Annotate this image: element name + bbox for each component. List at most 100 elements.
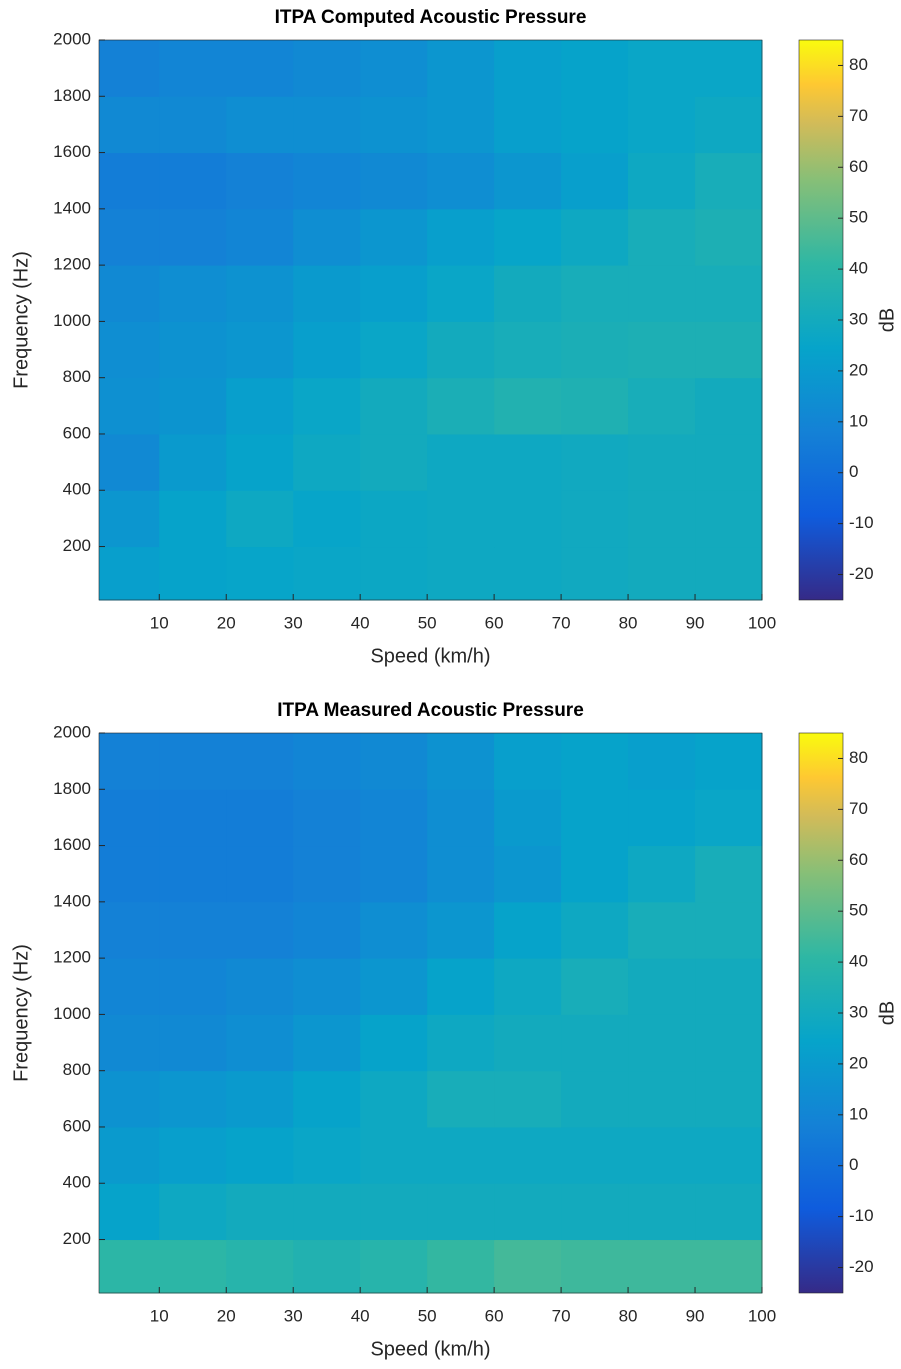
y-tick-label: 1800 bbox=[53, 779, 91, 798]
heatmap-cell bbox=[427, 546, 495, 601]
heatmap-cell bbox=[99, 40, 160, 97]
x-tick-label: 60 bbox=[485, 613, 504, 632]
y-tick-label: 1200 bbox=[53, 948, 91, 967]
heatmap-cell bbox=[159, 1126, 227, 1184]
heatmap-cell bbox=[628, 958, 696, 1015]
heatmap-cell bbox=[695, 321, 763, 379]
heatmap-cell bbox=[695, 265, 763, 322]
heatmap-cell bbox=[427, 733, 495, 790]
heatmap-cell bbox=[99, 958, 160, 1015]
x-tick-label: 100 bbox=[748, 1306, 776, 1325]
heatmap-cell bbox=[494, 321, 562, 379]
heatmap-cell bbox=[159, 152, 227, 210]
heatmap-cell bbox=[628, 1126, 696, 1184]
heatmap-cell bbox=[494, 377, 562, 435]
heatmap-cell bbox=[494, 208, 562, 266]
heatmap-cell bbox=[99, 321, 160, 379]
heatmap-cell bbox=[561, 546, 629, 601]
heatmap-cell bbox=[695, 958, 763, 1015]
chart-title: ITPA Measured Acoustic Pressure bbox=[277, 700, 584, 721]
heatmap-cell bbox=[226, 152, 294, 210]
heatmap-cell bbox=[293, 1183, 361, 1241]
colorbar-tick-label: 70 bbox=[849, 799, 868, 818]
heatmap-cell bbox=[561, 96, 629, 154]
y-tick-label: 600 bbox=[63, 423, 91, 442]
heatmap-cell bbox=[628, 1239, 696, 1294]
colorbar-tick-label: 0 bbox=[849, 1155, 858, 1174]
heatmap-cell bbox=[293, 40, 361, 97]
heatmap-cell bbox=[99, 265, 160, 322]
heatmap-cell bbox=[99, 490, 160, 548]
heatmap-cell bbox=[695, 377, 763, 435]
heatmap-cell bbox=[360, 1070, 428, 1128]
colorbar-tick-label: -20 bbox=[849, 564, 874, 583]
colorbar-tick-label: 20 bbox=[849, 1053, 868, 1072]
colorbar-tick-label: 30 bbox=[849, 309, 868, 328]
heatmap-cell bbox=[427, 377, 495, 435]
heatmap-cell bbox=[695, 433, 763, 491]
x-tick-label: 100 bbox=[748, 613, 776, 632]
heatmap-cell bbox=[494, 1070, 562, 1128]
colorbar-tick-label: -10 bbox=[849, 513, 874, 532]
heatmap-cell bbox=[360, 1014, 428, 1072]
y-tick-label: 1000 bbox=[53, 1004, 91, 1023]
x-tick-label: 90 bbox=[686, 1306, 705, 1325]
heatmap-cell bbox=[695, 733, 763, 790]
heatmap-cell bbox=[159, 1070, 227, 1128]
heatmap-cell bbox=[226, 490, 294, 548]
heatmap-cell bbox=[226, 1014, 294, 1072]
heatmap-cell bbox=[360, 265, 428, 322]
x-tick-label: 60 bbox=[485, 1306, 504, 1325]
heatmap-cell bbox=[159, 958, 227, 1015]
heatmap-cell bbox=[628, 321, 696, 379]
heatmap-cell bbox=[427, 1070, 495, 1128]
colorbar bbox=[798, 39, 844, 601]
heatmap-cell bbox=[628, 1014, 696, 1072]
heatmap-cell bbox=[360, 321, 428, 379]
x-tick-label: 90 bbox=[686, 613, 705, 632]
heatmap-cell bbox=[360, 901, 428, 959]
heatmap-cell bbox=[628, 433, 696, 491]
heatmap-cell bbox=[293, 1126, 361, 1184]
chart-title: ITPA Computed Acoustic Pressure bbox=[275, 7, 587, 28]
heatmap-cell bbox=[226, 208, 294, 266]
heatmap-cell bbox=[226, 1126, 294, 1184]
heatmap-cell bbox=[159, 433, 227, 491]
heatmap-cell bbox=[99, 733, 160, 790]
heatmap-cell bbox=[561, 1014, 629, 1072]
heatmap-cell bbox=[427, 265, 495, 322]
heatmap-cell bbox=[293, 433, 361, 491]
heatmap-cell bbox=[226, 733, 294, 790]
x-tick-label: 20 bbox=[217, 1306, 236, 1325]
heatmap-cell bbox=[628, 546, 696, 601]
heatmap-cell bbox=[695, 1070, 763, 1128]
colorbar-label: dB bbox=[876, 308, 898, 332]
colorbar-tick-label: 60 bbox=[849, 850, 868, 869]
plot-frame bbox=[98, 39, 763, 601]
y-tick-label: 1400 bbox=[53, 198, 91, 217]
heatmap-cell bbox=[293, 490, 361, 548]
x-tick-label: 40 bbox=[351, 1306, 370, 1325]
heatmap-cell bbox=[561, 1183, 629, 1241]
heatmap-cell bbox=[628, 490, 696, 548]
heatmap-cell bbox=[494, 845, 562, 903]
x-tick-label: 50 bbox=[418, 1306, 437, 1325]
heatmap-cell bbox=[561, 377, 629, 435]
heatmap-cell bbox=[99, 1239, 160, 1294]
heatmap-cell bbox=[226, 958, 294, 1015]
heatmap-cell bbox=[695, 40, 763, 97]
x-axis-label: Speed (km/h) bbox=[370, 645, 490, 667]
heatmap-cell bbox=[99, 546, 160, 601]
heatmap-cell bbox=[360, 845, 428, 903]
heatmap-cell bbox=[159, 789, 227, 847]
heatmap-cell bbox=[561, 208, 629, 266]
heatmap-cell bbox=[628, 96, 696, 154]
heatmap-cell bbox=[99, 208, 160, 266]
y-tick-label: 200 bbox=[63, 536, 91, 555]
x-tick-label: 70 bbox=[552, 1306, 571, 1325]
heatmap-cell bbox=[561, 958, 629, 1015]
heatmap-cell bbox=[695, 1183, 763, 1241]
x-axis-label: Speed (km/h) bbox=[370, 1338, 490, 1360]
y-tick-label: 2000 bbox=[53, 29, 91, 48]
x-tick-label: 10 bbox=[150, 1306, 169, 1325]
